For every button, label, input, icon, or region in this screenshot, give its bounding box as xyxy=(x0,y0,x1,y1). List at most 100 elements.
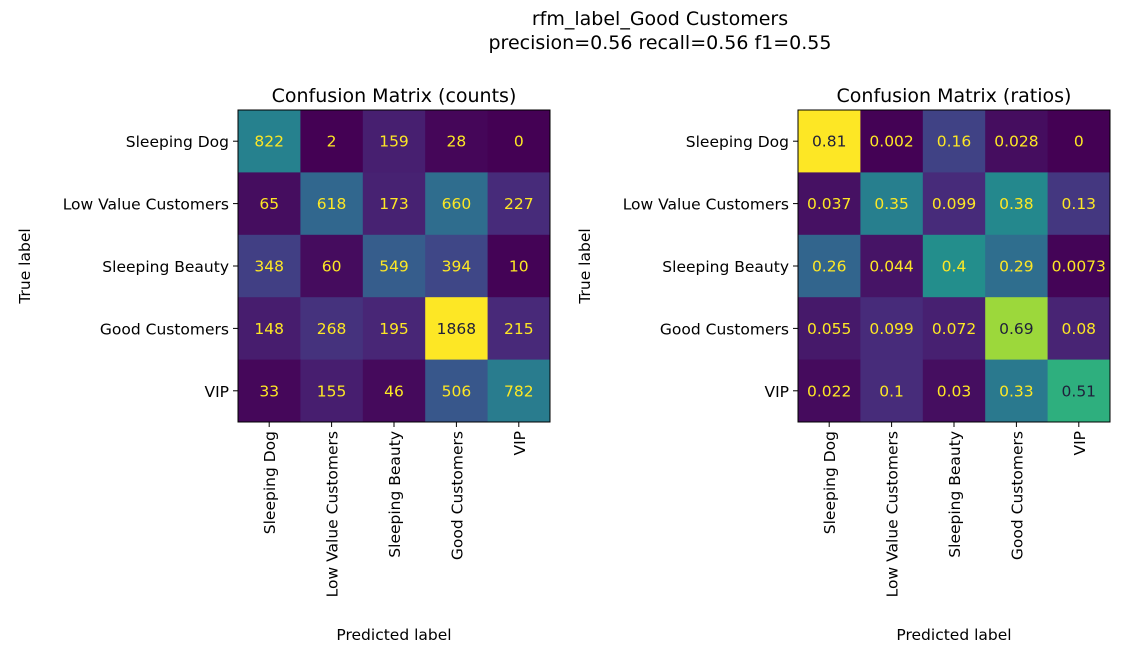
heatmap-cell-label: 660 xyxy=(442,195,472,213)
heatmap-cell xyxy=(860,359,924,423)
y-tick-label: Good Customers xyxy=(660,320,789,338)
heatmap-cell xyxy=(922,234,986,298)
heatmap-cell-label: 0.072 xyxy=(932,320,976,338)
heatmap-cell xyxy=(985,172,1048,236)
heatmap-cell-label: 0.13 xyxy=(1062,195,1097,213)
heatmap-cell xyxy=(860,297,924,360)
heatmap-cell xyxy=(487,172,551,236)
heatmap-cell-label: 549 xyxy=(379,258,409,276)
heatmap-cell-label: 2 xyxy=(327,133,337,151)
heatmap-cell-label: 227 xyxy=(504,195,534,213)
heatmap-cell xyxy=(362,234,426,298)
heatmap-cell xyxy=(985,110,1048,173)
heatmap-cell-label: 0 xyxy=(514,133,524,151)
heatmap-cell xyxy=(922,110,986,173)
x-tick-label: Good Customers xyxy=(448,431,466,560)
x-tick-label: Low Value Customers xyxy=(324,431,342,597)
axes-title: Confusion Matrix (counts) xyxy=(272,85,517,107)
heatmap-cell-label: 0.08 xyxy=(1062,320,1097,338)
heatmap-cell-label: 148 xyxy=(254,320,284,338)
x-tick-label: VIP xyxy=(1071,431,1089,456)
heatmap-cell xyxy=(1047,172,1111,236)
heatmap-cell xyxy=(487,110,551,173)
heatmap-cell-label: 0.81 xyxy=(812,133,847,151)
heatmap-cell xyxy=(425,359,488,423)
heatmap-cell-label: 0.26 xyxy=(812,258,847,276)
heatmap-cell xyxy=(798,172,861,236)
x-tick-label: VIP xyxy=(511,431,529,456)
heatmap-cell-label: 215 xyxy=(504,320,534,338)
heatmap-cell xyxy=(300,172,364,236)
heatmap-cell-label: 159 xyxy=(379,133,409,151)
y-tick-label: Sleeping Beauty xyxy=(102,258,229,276)
heatmap-cell-label: 0.51 xyxy=(1062,382,1097,400)
heatmap-cell-label: 0.29 xyxy=(999,258,1034,276)
heatmap-cell-label: 0.055 xyxy=(807,320,851,338)
heatmap-cell xyxy=(238,297,301,360)
x-axis-label: Predicted label xyxy=(896,626,1011,644)
heatmap-cell xyxy=(238,359,301,423)
heatmap-cell-label: 0 xyxy=(1074,133,1084,151)
heatmap-cell-label: 782 xyxy=(504,382,534,400)
heatmap-cell-label: 0.037 xyxy=(807,195,851,213)
x-tick-label: Sleeping Dog xyxy=(821,431,839,534)
heatmap-cell xyxy=(362,297,426,360)
heatmap-cell xyxy=(300,297,364,360)
heatmap-cell-label: 65 xyxy=(259,195,279,213)
heatmap-cell-label: 0.35 xyxy=(874,195,909,213)
heatmap-cell-label: 0.69 xyxy=(999,320,1034,338)
heatmap-cell-label: 173 xyxy=(379,195,409,213)
heatmap-cell xyxy=(985,234,1048,298)
heatmap-cell xyxy=(362,110,426,173)
heatmap-cell xyxy=(362,359,426,423)
axes-title: Confusion Matrix (ratios) xyxy=(837,85,1072,107)
heatmap-cell-label: 268 xyxy=(317,320,347,338)
heatmap-cell-label: 822 xyxy=(254,133,284,151)
heatmap-cell xyxy=(238,234,301,298)
heatmap-cell-label: 28 xyxy=(447,133,467,151)
heatmap-cell-label: 33 xyxy=(259,382,279,400)
heatmap-panel-1: 822 2 159 28 0 65 618 173 660 227 348 60 549 394 10 148… xyxy=(16,85,551,644)
heatmap-cell-label: 0.022 xyxy=(807,382,851,400)
heatmap-cell-label: 0.1 xyxy=(879,382,904,400)
y-tick-label: Sleeping Dog xyxy=(126,133,229,151)
heatmap-cell-label: 0.16 xyxy=(937,133,972,151)
x-axis-label: Predicted label xyxy=(336,626,451,644)
heatmap-cell xyxy=(922,297,986,360)
y-axis-label: True label xyxy=(16,228,34,304)
heatmap-cell xyxy=(985,359,1048,423)
x-tick-label: Sleeping Beauty xyxy=(946,431,964,558)
heatmap-cell xyxy=(300,110,364,173)
x-tick-label: Low Value Customers xyxy=(884,431,902,597)
heatmap-cell xyxy=(300,359,364,423)
heatmap-cell xyxy=(362,172,426,236)
heatmap-cell xyxy=(798,110,861,173)
heatmap-cell xyxy=(1047,297,1111,360)
figure-suptitle-line2: precision=0.56 recall=0.56 f1=0.55 xyxy=(488,32,832,54)
heatmap-cell-label: 155 xyxy=(317,382,347,400)
heatmap-cell-label: 0.0073 xyxy=(1052,258,1106,276)
heatmap-cell xyxy=(860,172,924,236)
x-tick-label: Good Customers xyxy=(1008,431,1026,560)
heatmap-panel-2: 0.81 0.002 0.16 0.028 0 0.037 0.35 0.099 0.38 0.1… xyxy=(576,85,1111,644)
heatmap-cell-label: 394 xyxy=(442,258,472,276)
heatmap-cell xyxy=(425,297,488,360)
y-tick-label: Sleeping Dog xyxy=(686,133,789,151)
heatmap-cell xyxy=(798,234,861,298)
heatmap-cell-label: 10 xyxy=(509,258,529,276)
heatmap-cell xyxy=(425,234,488,298)
heatmap-cell xyxy=(922,359,986,423)
heatmap-cell xyxy=(860,234,924,298)
heatmap-cell-label: 46 xyxy=(384,382,404,400)
heatmap-cell xyxy=(1047,234,1111,298)
heatmap-cell-label: 0.03 xyxy=(937,382,972,400)
heatmap-cell-label: 348 xyxy=(254,258,284,276)
heatmap-cell-label: 1868 xyxy=(437,320,476,338)
heatmap-cell-label: 195 xyxy=(379,320,409,338)
heatmap-cell xyxy=(1047,359,1111,423)
heatmap-cell-label: 0.4 xyxy=(942,258,967,276)
heatmap-cell xyxy=(860,110,924,173)
heatmap-cell xyxy=(487,297,551,360)
heatmap-cell-label: 60 xyxy=(322,258,342,276)
